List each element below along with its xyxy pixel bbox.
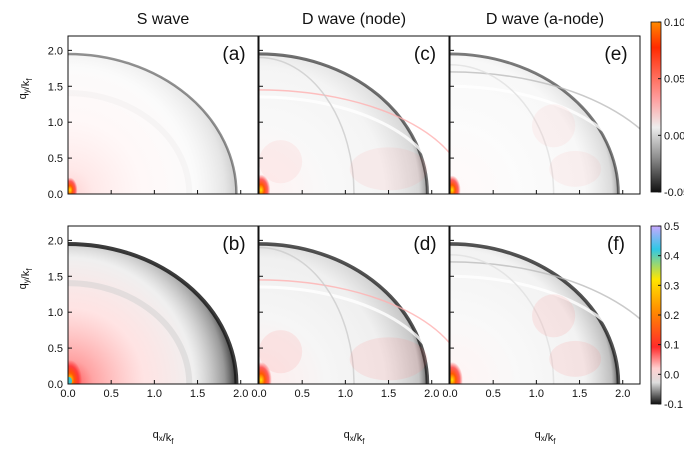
x-tick-label: 0.5 xyxy=(104,388,119,400)
heatmap-panel xyxy=(258,225,450,385)
x-tick-label: 1.0 xyxy=(147,388,162,400)
heatmap-panel xyxy=(449,35,641,195)
panel-label: (d) xyxy=(413,234,436,255)
x-tick-label: 2.0 xyxy=(615,388,630,400)
panel-frame xyxy=(67,35,259,195)
x-tick-label: 1.5 xyxy=(572,388,587,400)
colorbar-tick-label: 0.2 xyxy=(664,310,679,322)
panel-label: (b) xyxy=(222,234,245,255)
x-axis-label: qx/kf xyxy=(535,429,557,446)
x-tick-label: 0.0 xyxy=(251,388,266,400)
x-axis-label: qx/kf xyxy=(344,429,366,446)
x-axis-label: qx/kf xyxy=(153,429,175,446)
heatmap-panel xyxy=(449,225,641,385)
panel-frame xyxy=(258,225,450,385)
colorbar-tick-label: -0.05 xyxy=(664,187,684,199)
x-tick-label: 1.5 xyxy=(190,388,205,400)
panel-label: (c) xyxy=(414,44,436,65)
colorbar-tick-label: -0.1 xyxy=(664,399,683,411)
x-tick-label: 1.0 xyxy=(338,388,353,400)
heatmap-panel xyxy=(258,35,450,195)
y-tick-label: 0.5 xyxy=(48,343,63,355)
y-tick-label: 0.0 xyxy=(48,189,63,201)
panel-frame xyxy=(449,225,641,385)
y-tick-label: 1.0 xyxy=(48,307,63,319)
panel-frame xyxy=(67,225,259,385)
x-tick-label: 1.5 xyxy=(381,388,396,400)
colorbar-tick-label: 0.3 xyxy=(664,280,679,292)
x-tick-label: 0.0 xyxy=(442,388,457,400)
colorbar xyxy=(650,21,662,193)
panel-frame xyxy=(449,35,641,195)
panel-frame xyxy=(258,35,450,195)
y-axis-label: qy/kf xyxy=(17,268,34,290)
y-tick-label: 2.0 xyxy=(48,235,63,247)
colorbar-tick-label: 0.4 xyxy=(664,251,679,263)
column-title: D wave (node) xyxy=(302,11,406,28)
heatmap-panel xyxy=(67,35,259,195)
y-tick-label: 1.0 xyxy=(48,117,63,129)
colorbar-tick-label: 0.1 xyxy=(664,340,679,352)
colorbar-tick-label: 0.10 xyxy=(664,17,684,29)
x-tick-label: 2.0 xyxy=(424,388,439,400)
y-tick-label: 0.0 xyxy=(48,379,63,391)
x-tick-label: 2.0 xyxy=(233,388,248,400)
y-tick-label: 1.5 xyxy=(48,81,63,93)
x-tick-label: 0.5 xyxy=(486,388,501,400)
colorbar-tick-label: 0.0 xyxy=(664,369,679,381)
panel-label: (e) xyxy=(604,44,627,65)
colorbar-tick-label: 0.5 xyxy=(664,221,679,233)
panel-label: (a) xyxy=(222,44,245,65)
colorbar-tick-label: 0.00 xyxy=(664,130,684,142)
x-tick-label: 0.0 xyxy=(60,388,75,400)
heatmap-panel xyxy=(67,225,259,385)
column-title: D wave (a-node) xyxy=(486,11,604,28)
y-tick-label: 0.5 xyxy=(48,153,63,165)
y-tick-label: 2.0 xyxy=(48,45,63,57)
column-title: S wave xyxy=(137,11,190,28)
y-axis-label: qy/kf xyxy=(17,78,34,100)
y-tick-label: 1.5 xyxy=(48,271,63,283)
panel-label: (f) xyxy=(607,234,625,255)
x-tick-label: 1.0 xyxy=(529,388,544,400)
colorbar-tick-label: 0.05 xyxy=(664,74,684,86)
x-tick-label: 0.5 xyxy=(295,388,310,400)
